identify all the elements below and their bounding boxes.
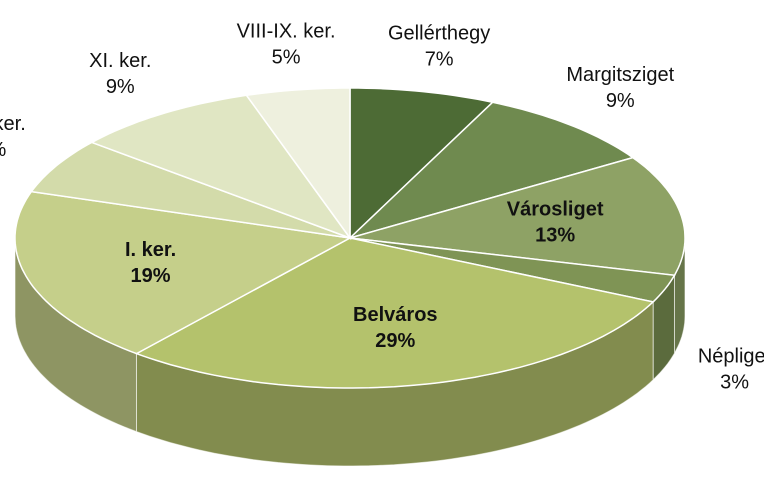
slice-label: Margitsziget xyxy=(566,64,674,86)
slice-label: I. ker. xyxy=(125,239,176,261)
slice-value-label: 9% xyxy=(106,76,135,98)
slice-value-label: 29% xyxy=(375,330,415,352)
slice-label: XII. ker. xyxy=(0,113,26,135)
slice xyxy=(349,156,686,277)
slice-value-label: 13% xyxy=(535,225,575,247)
slice-label: Belváros xyxy=(353,304,438,326)
slice xyxy=(90,94,353,240)
slice-label: Városliget xyxy=(507,199,604,221)
slice xyxy=(134,237,655,389)
slice xyxy=(349,101,635,239)
slice-value-label: 19% xyxy=(131,265,171,287)
slice-label: XI. ker. xyxy=(89,50,151,72)
slice-label: Gellérthegy xyxy=(388,23,490,45)
slice-value-label: 9% xyxy=(606,90,635,112)
slice xyxy=(349,237,676,303)
slice xyxy=(14,190,353,355)
slice-label: VIII-IX. ker. xyxy=(237,21,336,43)
slice-value-label: 5% xyxy=(272,47,301,69)
slice xyxy=(349,87,495,240)
slice-value-label: 6% xyxy=(0,139,7,161)
slice-value-label: 7% xyxy=(425,49,454,71)
slice-value-label: 3% xyxy=(720,371,749,393)
slice xyxy=(245,87,351,241)
slice-label: Népliget xyxy=(698,345,764,367)
slice xyxy=(30,141,351,239)
